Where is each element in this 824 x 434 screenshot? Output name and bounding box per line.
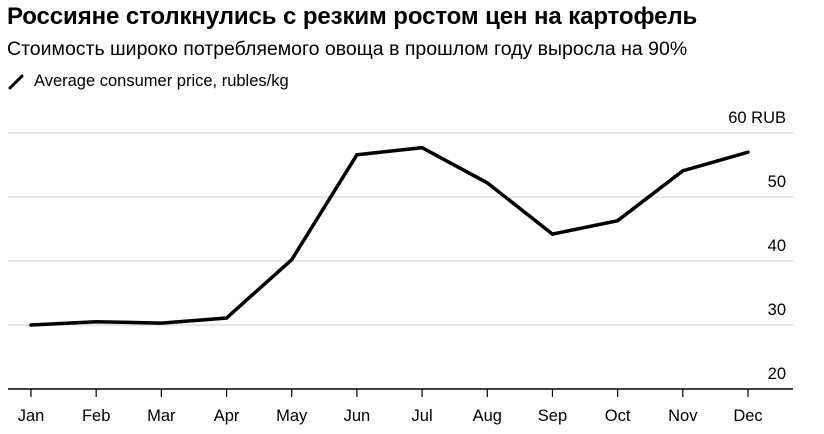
line-series-legend-icon xyxy=(8,74,24,89)
x-tick-label: Jun xyxy=(344,407,371,425)
y-tick-label: 20 xyxy=(768,365,786,383)
y-tick-label: 50 xyxy=(768,173,786,191)
x-tick-label: Sep xyxy=(538,407,567,425)
legend: Average consumer price, rubles/kg xyxy=(8,72,289,91)
x-tick-label: Feb xyxy=(82,407,110,425)
x-tick-label: Aug xyxy=(473,407,502,425)
y-tick-label: 60 RUB xyxy=(728,109,786,127)
legend-label: Average consumer price, rubles/kg xyxy=(34,72,289,90)
x-tick-label: Jan xyxy=(18,407,45,425)
x-tick-label: May xyxy=(276,407,308,425)
x-tick-label: Oct xyxy=(605,407,631,425)
x-tick-label: Mar xyxy=(147,407,176,425)
chart-subtitle: Стоимость широко потребляемого овоща в п… xyxy=(7,38,688,60)
y-tick-label: 40 xyxy=(768,237,786,255)
y-tick-label: 30 xyxy=(768,301,786,319)
x-tick-label: Dec xyxy=(733,407,762,425)
price-line xyxy=(29,145,750,327)
x-tick-label: Apr xyxy=(214,407,240,425)
x-tick-label: Nov xyxy=(668,407,698,425)
x-tick-label: Jul xyxy=(412,407,433,425)
chart-title: Россияне столкнулись с резким ростом цен… xyxy=(7,3,698,30)
